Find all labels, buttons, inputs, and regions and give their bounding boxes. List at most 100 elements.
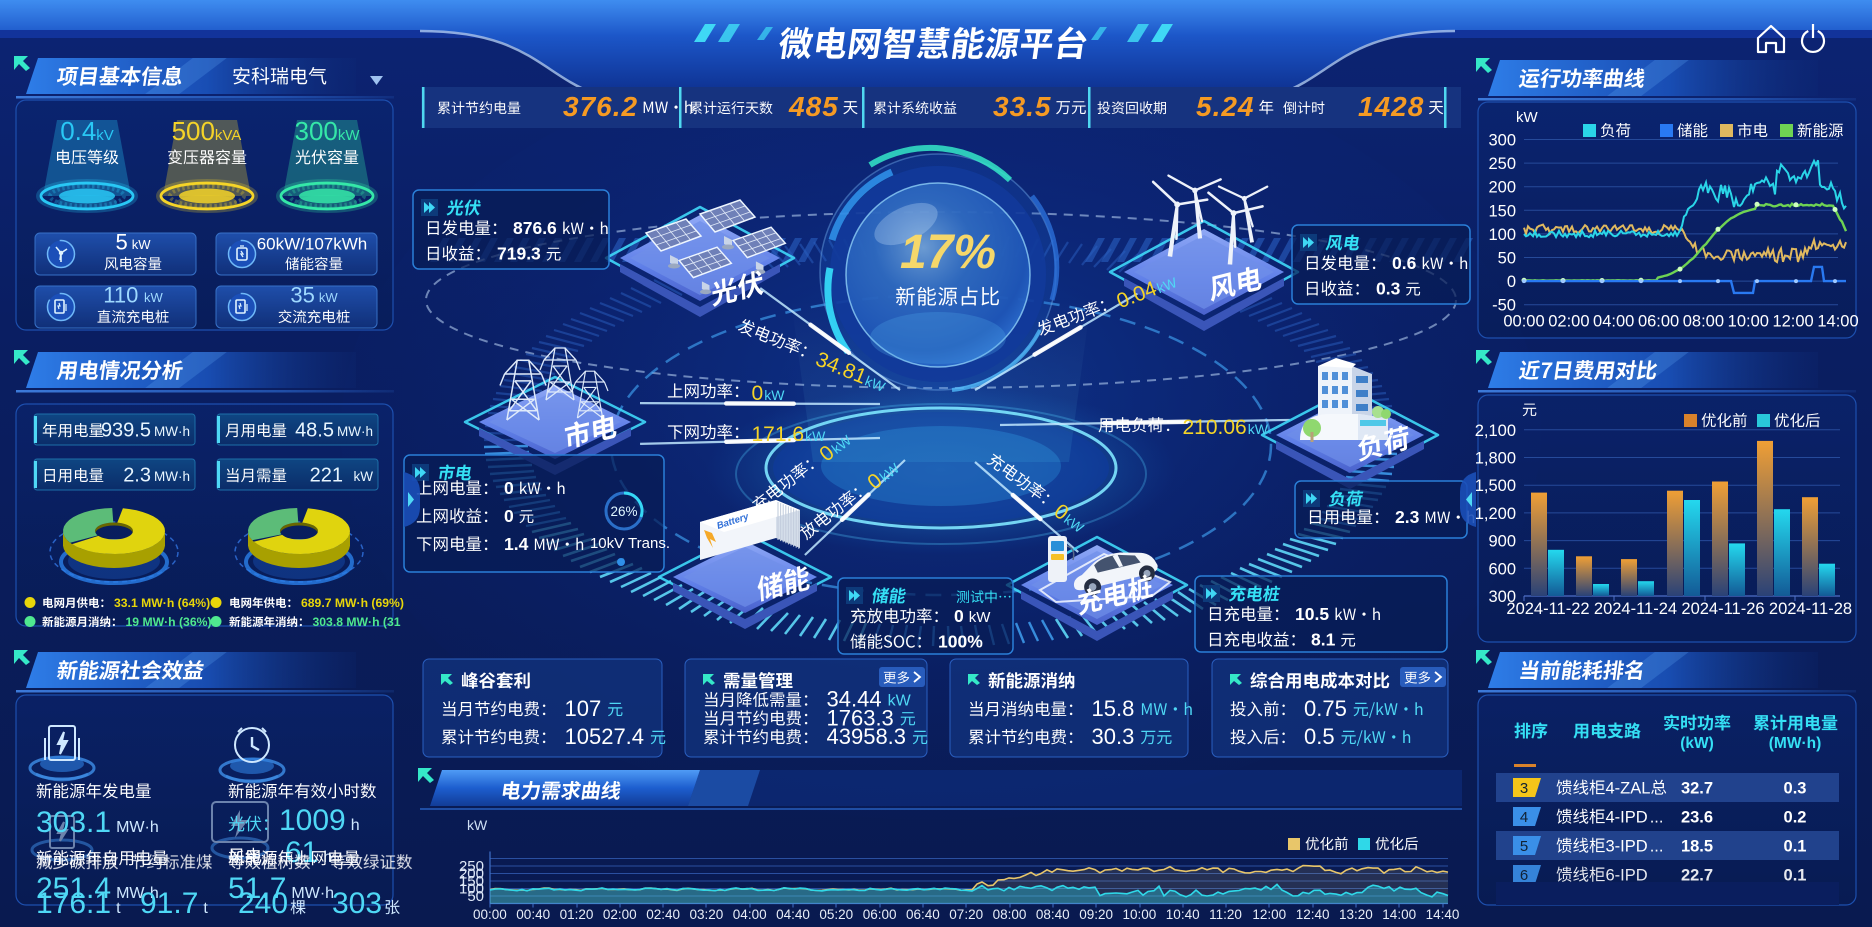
- svg-text:300: 300: [1488, 588, 1516, 606]
- svg-text:34.44: 34.44: [827, 687, 882, 712]
- svg-text:200: 200: [1488, 179, 1516, 197]
- svg-text:2024-11-26: 2024-11-26: [1681, 600, 1764, 618]
- svg-text:50: 50: [467, 888, 484, 905]
- svg-text:35: 35: [290, 283, 314, 308]
- svg-text:1009: 1009: [279, 804, 346, 837]
- svg-text:10:40: 10:40: [1166, 907, 1200, 922]
- svg-text:48.5: 48.5: [295, 420, 334, 442]
- svg-text:2024-11-24: 2024-11-24: [1594, 600, 1677, 618]
- svg-text:4-ZAL: 4-ZAL: [1606, 780, 1651, 798]
- svg-text:0.5: 0.5: [1304, 724, 1335, 749]
- svg-text:00:40: 00:40: [516, 907, 550, 922]
- svg-text:10527.4: 10527.4: [565, 724, 645, 749]
- svg-text:0.1: 0.1: [1784, 867, 1807, 885]
- svg-text:3-IPD: 3-IPD: [1606, 838, 1648, 856]
- svg-text:0: 0: [954, 606, 964, 626]
- svg-text:10:00: 10:00: [1728, 313, 1769, 331]
- svg-text:MW·h: MW·h: [337, 424, 373, 439]
- svg-text:250: 250: [459, 858, 484, 875]
- svg-text:107: 107: [565, 696, 602, 721]
- svg-text:02:00: 02:00: [1548, 313, 1589, 331]
- svg-text:04:00: 04:00: [733, 907, 767, 922]
- svg-text:00:00: 00:00: [1503, 313, 1544, 331]
- svg-text:0.2: 0.2: [1784, 809, 1807, 827]
- svg-text:171.6: 171.6: [752, 423, 805, 446]
- svg-text:5.24: 5.24: [1196, 91, 1255, 122]
- svg-text:300: 300: [1488, 132, 1516, 150]
- svg-text:2,100: 2,100: [1475, 422, 1516, 440]
- svg-text:13:20: 13:20: [1339, 907, 1373, 922]
- svg-text:kW: kW: [144, 290, 164, 305]
- svg-text:MW·h: MW·h: [291, 885, 334, 902]
- svg-text:04:40: 04:40: [776, 907, 810, 922]
- svg-text:12:00: 12:00: [1252, 907, 1286, 922]
- svg-text:1,200: 1,200: [1475, 505, 1516, 523]
- svg-text:1.4: 1.4: [504, 534, 529, 554]
- svg-text:33.1 MW·h (64%): 33.1 MW·h (64%): [114, 596, 210, 610]
- svg-text:150: 150: [459, 873, 484, 890]
- svg-text:23.6: 23.6: [1681, 809, 1713, 827]
- svg-text:0.75: 0.75: [1304, 696, 1347, 721]
- svg-text:200: 200: [459, 866, 484, 883]
- svg-text:08:40: 08:40: [1036, 907, 1070, 922]
- svg-text:...: ...: [1650, 838, 1664, 856]
- svg-text:150: 150: [1488, 202, 1516, 220]
- svg-text:6-IPD: 6-IPD: [1606, 867, 1648, 885]
- svg-text:t: t: [116, 900, 121, 917]
- svg-text:240: 240: [238, 887, 288, 920]
- svg-text:100: 100: [459, 881, 484, 898]
- svg-text:15.8: 15.8: [1092, 696, 1135, 721]
- svg-text:110: 110: [103, 283, 138, 308]
- svg-text:939.5: 939.5: [101, 420, 151, 442]
- svg-text:2.3: 2.3: [123, 465, 151, 487]
- svg-text:0: 0: [504, 478, 514, 498]
- svg-text:376.2: 376.2: [563, 91, 638, 122]
- svg-text:32.7: 32.7: [1681, 780, 1713, 798]
- svg-text:2024-11-22: 2024-11-22: [1506, 600, 1589, 618]
- svg-text:03:20: 03:20: [690, 907, 724, 922]
- svg-text:h: h: [323, 849, 332, 866]
- svg-text:06:00: 06:00: [1638, 313, 1679, 331]
- svg-text:kW: kW: [1154, 274, 1179, 296]
- svg-text:kW: kW: [1516, 109, 1539, 126]
- svg-text:14:00: 14:00: [1817, 313, 1858, 331]
- svg-text:kW: kW: [888, 693, 912, 710]
- svg-text:kW: kW: [863, 372, 888, 395]
- svg-text:50: 50: [1498, 250, 1516, 268]
- svg-text:300: 300: [295, 116, 338, 146]
- svg-text:06:40: 06:40: [906, 907, 940, 922]
- svg-text:303.8 MW·h (31: 303.8 MW·h (31: [313, 615, 401, 629]
- svg-text:01:20: 01:20: [560, 907, 594, 922]
- svg-text:MW·h: MW·h: [116, 819, 159, 836]
- svg-text:02:40: 02:40: [646, 907, 680, 922]
- svg-text:876.6: 876.6: [513, 218, 557, 238]
- svg-text:303: 303: [332, 887, 382, 920]
- svg-text:0.1: 0.1: [1784, 838, 1807, 856]
- svg-text:1,500: 1,500: [1475, 477, 1516, 495]
- svg-text:17%: 17%: [900, 226, 996, 279]
- svg-text:4-IPD: 4-IPD: [1606, 809, 1648, 827]
- svg-text:kW: kW: [1248, 421, 1269, 437]
- svg-text:1763.3: 1763.3: [827, 705, 894, 730]
- svg-text:kW: kW: [764, 387, 785, 403]
- svg-text:4: 4: [1520, 809, 1528, 826]
- svg-text:MW·h: MW·h: [154, 469, 190, 484]
- svg-text:kW: kW: [467, 817, 488, 833]
- svg-text:11:20: 11:20: [1209, 907, 1242, 922]
- svg-text:07:20: 07:20: [949, 907, 983, 922]
- svg-text:719.3: 719.3: [497, 244, 541, 264]
- svg-text:6: 6: [1520, 867, 1528, 884]
- svg-text:1428: 1428: [1358, 91, 1424, 122]
- svg-text:02:00: 02:00: [603, 907, 637, 922]
- svg-text:(kW): (kW): [1680, 735, 1714, 752]
- svg-text:210.06: 210.06: [1183, 416, 1247, 439]
- svg-text:-50: -50: [1492, 297, 1516, 315]
- svg-text:19 MW·h (36%): 19 MW·h (36%): [126, 615, 212, 629]
- svg-text:04:00: 04:00: [1593, 313, 1634, 331]
- svg-text:1,800: 1,800: [1475, 450, 1516, 468]
- svg-text:0.3: 0.3: [1376, 279, 1401, 299]
- svg-text:18.5: 18.5: [1681, 838, 1713, 856]
- svg-text:250: 250: [1488, 155, 1516, 173]
- svg-text:22.7: 22.7: [1681, 867, 1713, 885]
- svg-text:0.6: 0.6: [1392, 253, 1417, 273]
